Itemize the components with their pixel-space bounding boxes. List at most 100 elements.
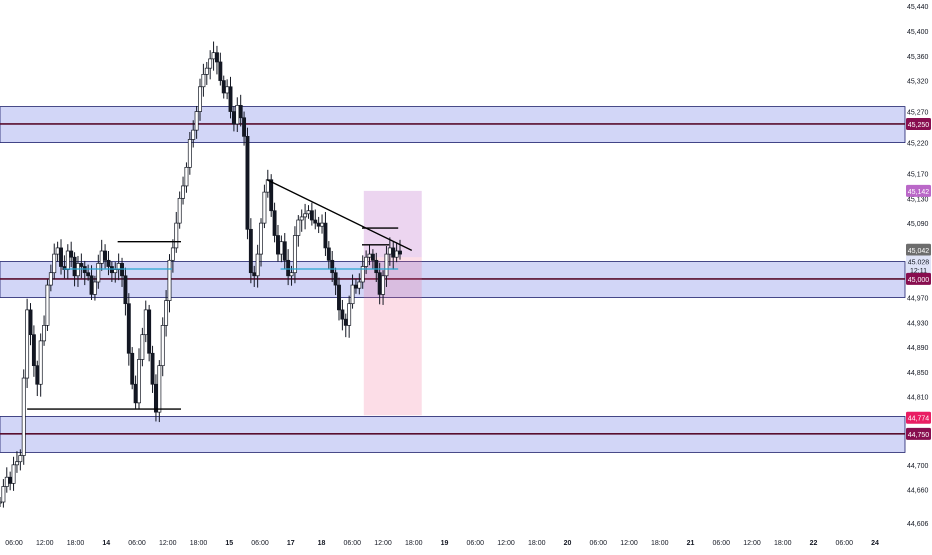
candle-body xyxy=(187,139,192,168)
candle-body xyxy=(147,309,152,354)
candle-body xyxy=(1,486,6,503)
candle-body xyxy=(31,334,36,367)
x-tick-label: 22 xyxy=(810,540,818,547)
candle-body xyxy=(221,80,226,94)
y-tick-label: 44,850 xyxy=(907,370,929,377)
candle-body xyxy=(137,359,141,404)
y-tick-label: 44,810 xyxy=(907,395,929,402)
candle-body xyxy=(398,250,402,255)
candle-body xyxy=(211,52,216,60)
x-tick-label: 06:00 xyxy=(712,540,730,547)
x-tick-label: 15 xyxy=(225,540,233,547)
candle-body xyxy=(14,461,19,466)
x-tick-label: 17 xyxy=(287,540,295,547)
candle-body xyxy=(55,247,60,255)
candle-body xyxy=(194,111,199,131)
candle-body xyxy=(86,272,91,277)
candle-body xyxy=(225,86,230,94)
position-target-box xyxy=(363,257,422,416)
price-tag-label: 45,042 xyxy=(908,248,930,255)
x-tick-label: 06:00 xyxy=(251,540,269,547)
candle-body xyxy=(38,340,43,385)
x-tick-label: 12:00 xyxy=(159,540,177,547)
candle-body xyxy=(313,219,318,224)
price-tag xyxy=(906,411,931,424)
candle-body xyxy=(259,222,263,255)
candle-body xyxy=(255,253,260,277)
candle-body xyxy=(384,253,389,277)
candle-body xyxy=(309,210,314,221)
candle-body xyxy=(218,61,223,81)
candle-body xyxy=(123,275,128,305)
candle-body xyxy=(184,166,189,187)
x-tick-label: 24 xyxy=(871,540,879,547)
candle-body xyxy=(381,275,386,295)
candle-body xyxy=(235,105,240,125)
candle-body xyxy=(150,352,155,385)
candle-body xyxy=(333,272,338,286)
candle-body xyxy=(167,259,172,301)
candle-body xyxy=(387,247,392,255)
price-tag-label: 12:11 xyxy=(910,268,927,275)
price-tag xyxy=(906,243,931,256)
x-tick-label: 06:00 xyxy=(343,540,361,547)
y-tick-label: 44,700 xyxy=(907,463,929,470)
candle-body xyxy=(204,67,209,75)
candle-body xyxy=(276,235,280,255)
x-tick-label: 19 xyxy=(441,540,449,547)
x-tick-label: 06:00 xyxy=(5,540,23,547)
price-tag xyxy=(906,427,931,440)
candle-body xyxy=(0,501,2,504)
candle-body xyxy=(377,272,382,295)
candle-body xyxy=(347,303,352,326)
candle-body xyxy=(96,263,101,283)
candle-body xyxy=(323,222,328,249)
candle-body xyxy=(357,281,362,289)
candle-body xyxy=(28,309,33,336)
candle-body xyxy=(4,476,9,487)
candle-body xyxy=(252,272,257,277)
candle-body xyxy=(69,250,74,258)
candle-body xyxy=(391,247,396,258)
candle-body xyxy=(303,213,308,218)
x-tick-label: 12:00 xyxy=(743,540,761,547)
candle-body xyxy=(65,250,70,270)
candle-body xyxy=(35,365,40,385)
candle-body xyxy=(367,253,372,258)
candle-body xyxy=(292,235,297,274)
candle-body xyxy=(299,216,304,221)
x-tick-label: 18 xyxy=(318,540,326,547)
x-tick-label: 06:00 xyxy=(835,540,853,547)
y-tick-label: 44,606 xyxy=(907,521,929,528)
candle-body xyxy=(160,325,165,367)
candle-body xyxy=(316,222,321,227)
candle-body xyxy=(157,365,162,413)
candle-body xyxy=(153,383,158,413)
candle-body xyxy=(265,179,270,193)
candle-body xyxy=(92,281,97,295)
candle-body xyxy=(126,303,131,354)
y-tick-label: 44,970 xyxy=(907,295,929,302)
candle-body xyxy=(133,383,138,404)
candle-body xyxy=(140,334,145,360)
price-tag-label: 44,774 xyxy=(908,416,930,423)
candle-body xyxy=(262,191,267,224)
candle-body xyxy=(248,228,253,274)
x-tick-label: 18:00 xyxy=(405,540,423,547)
candle-body xyxy=(48,272,53,286)
x-tick-label: 18:00 xyxy=(67,540,85,547)
price-tag-label: 45,250 xyxy=(908,122,930,129)
candle-body xyxy=(143,309,148,336)
candle-body xyxy=(228,86,233,112)
x-tick-label: 18:00 xyxy=(774,540,792,547)
candle-body xyxy=(364,256,369,267)
y-tick-label: 45,090 xyxy=(907,221,929,228)
y-tick-label: 44,930 xyxy=(907,320,929,327)
candle-body xyxy=(113,269,118,274)
candle-body xyxy=(164,300,169,326)
price-tag xyxy=(906,272,931,285)
x-tick-label: 12:00 xyxy=(374,540,392,547)
y-tick-label: 45,320 xyxy=(907,79,929,86)
